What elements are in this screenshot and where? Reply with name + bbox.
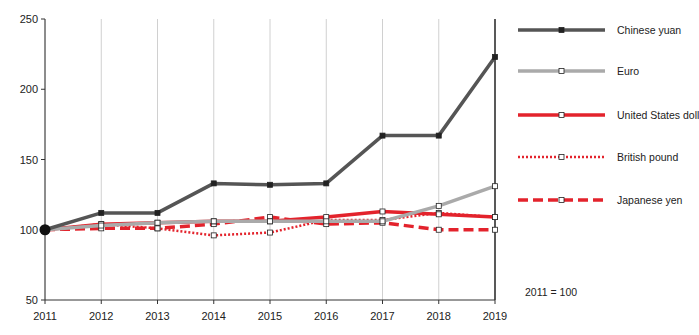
y-tick-label: 200 [20, 83, 38, 95]
series-marker [380, 133, 385, 138]
legend-label: British pound [617, 151, 678, 163]
series-marker [211, 181, 216, 186]
legend-marker [559, 155, 564, 160]
x-tick [382, 300, 383, 304]
series-marker [436, 212, 441, 217]
series-marker [380, 219, 385, 224]
series-marker [324, 181, 329, 186]
y-tick-label: 100 [20, 224, 38, 236]
series-marker [155, 220, 160, 225]
x-tick [270, 300, 271, 304]
y-tick-label: 150 [20, 154, 38, 166]
series-marker [493, 215, 498, 220]
x-axis [45, 300, 495, 301]
grid-line [494, 19, 496, 300]
annotation: 2011 = 100 [525, 286, 577, 298]
series-marker [211, 219, 216, 224]
x-tick-label: 2019 [483, 310, 507, 322]
x-tick [101, 300, 102, 304]
grid-line [270, 19, 271, 300]
x-tick-label: 2013 [145, 310, 169, 322]
series-marker [268, 219, 273, 224]
series-marker [211, 233, 216, 238]
series-marker [324, 219, 329, 224]
series-marker [99, 223, 104, 228]
series-marker [493, 215, 498, 220]
legend-marker [559, 69, 564, 74]
legend-item: British pound [518, 151, 678, 163]
series-marker [436, 203, 441, 208]
x-tick-label: 2016 [314, 310, 338, 322]
origin-dot [40, 224, 51, 235]
series-marker [155, 226, 160, 231]
chart: 2011 2012 2013 2014 2015 2016 2017 2018 2019 50 10… [0, 0, 699, 335]
y-tick-label: 250 [20, 13, 38, 25]
series-marker [99, 210, 104, 215]
series-marker [436, 227, 441, 232]
grid-line [326, 19, 327, 300]
x-tick-label: 2018 [427, 310, 451, 322]
y-tick [41, 159, 45, 160]
x-tick-label: 2012 [89, 310, 113, 322]
x-tick-label: 2011 [33, 310, 57, 322]
legend-label: Chinese yuan [617, 24, 681, 36]
x-tick [45, 300, 46, 304]
series-line [45, 186, 495, 230]
series-marker [493, 227, 498, 232]
grid-line [438, 19, 439, 300]
y-tick [41, 19, 45, 20]
series-marker [268, 182, 273, 187]
legend-swatch [518, 113, 605, 117]
legend-marker [559, 198, 564, 203]
y-tick-label: 50 [26, 294, 38, 306]
grid-line [213, 19, 214, 300]
series-line [45, 57, 495, 230]
series-marker [436, 133, 441, 138]
grid-line [157, 19, 158, 300]
y-tick [41, 300, 45, 301]
series-marker [493, 54, 498, 59]
series-marker [211, 219, 216, 224]
y-axis [45, 19, 46, 300]
series-marker [268, 230, 273, 235]
series-marker [268, 219, 273, 224]
legend-marker [559, 113, 564, 118]
legend-item: Japanese yen [518, 194, 683, 206]
series-marker [155, 210, 160, 215]
series-marker [155, 226, 160, 231]
x-tick [157, 300, 158, 304]
x-tick [326, 300, 327, 304]
x-tick-label: 2017 [370, 310, 394, 322]
grid-line [45, 19, 46, 300]
x-tick-label: 2014 [202, 310, 226, 322]
legend-swatch [518, 198, 605, 202]
legend-label: Euro [617, 65, 639, 77]
x-tick-label: 2015 [258, 310, 282, 322]
y-tick [41, 89, 45, 90]
legend-label: Japanese yen [617, 194, 683, 206]
legend-label: United States dollar [617, 109, 699, 121]
grid-line [382, 19, 383, 300]
series-marker [380, 209, 385, 214]
series-marker [155, 220, 160, 225]
legend-item: Chinese yuan [518, 24, 681, 36]
plot-area [40, 54, 498, 237]
grid-line [101, 19, 102, 300]
legend-swatch [518, 28, 605, 32]
legend-marker [559, 28, 564, 33]
legend-swatch [518, 69, 605, 73]
x-tick [495, 300, 496, 304]
series-marker [493, 184, 498, 189]
x-tick [213, 300, 214, 304]
legend-item: United States dollar [518, 109, 699, 121]
legend-item: Euro [518, 65, 639, 77]
x-tick [438, 300, 439, 304]
